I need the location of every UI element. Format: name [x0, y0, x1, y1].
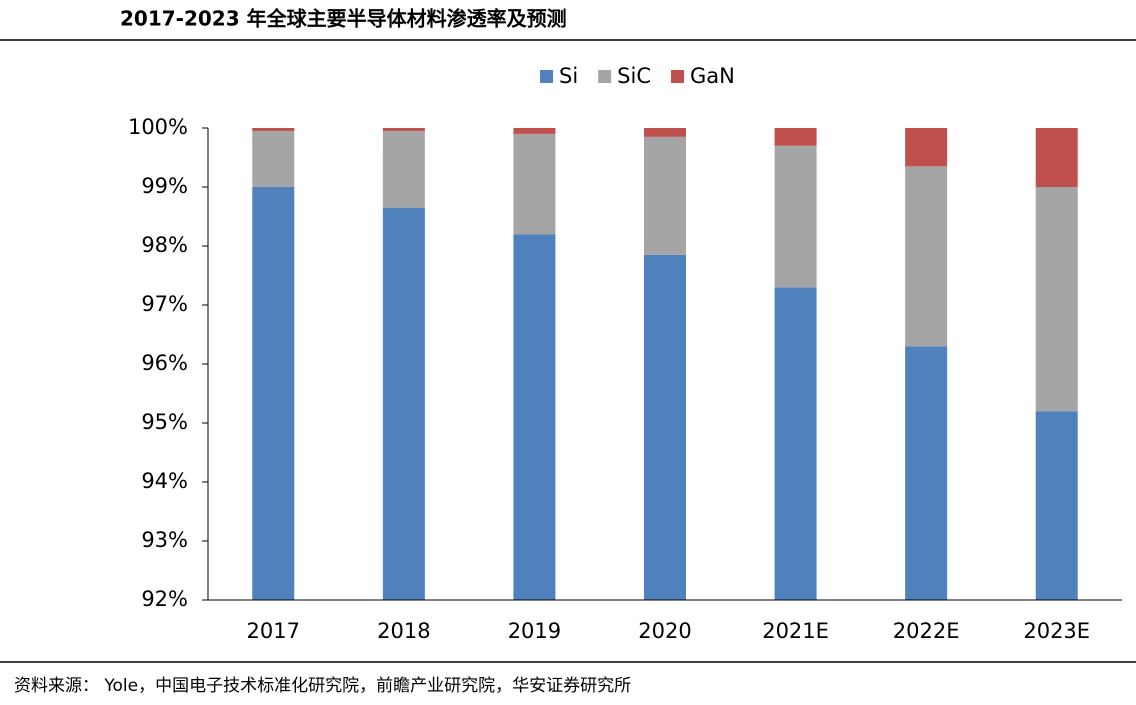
legend-swatch	[540, 70, 553, 83]
x-tick-label: 2019	[508, 619, 561, 643]
legend-swatch	[598, 70, 612, 83]
x-tick-label: 2018	[377, 619, 430, 643]
bar-segment	[774, 128, 817, 146]
legend-label: SiC	[617, 64, 651, 88]
bar-segment	[644, 136, 686, 255]
source-note: 资料来源： Yole，中国电子技术标准化研究院，前瞻产业研究院，华安证券研究所	[14, 676, 631, 696]
legend-swatch	[671, 70, 684, 83]
x-tick-label: 2022E	[893, 619, 960, 643]
bar-segment	[774, 145, 817, 288]
x-tick-label: 2017	[247, 619, 300, 643]
legend-label: GaN	[690, 64, 735, 88]
bar-segment	[1035, 128, 1078, 187]
y-tick-label: 97%	[141, 292, 188, 316]
y-tick-label: 95%	[141, 410, 188, 434]
x-tick-label: 2023E	[1023, 619, 1090, 643]
bar-segment	[513, 234, 556, 600]
bar-segment	[905, 128, 948, 167]
bar-segment	[644, 128, 686, 137]
y-tick-label: 96%	[141, 351, 188, 375]
bar-segment	[513, 128, 556, 134]
bar-segment	[382, 207, 425, 600]
chart-title: 2017-2023 年全球主要半导体材料渗透率及预测	[120, 7, 567, 31]
bar-segment	[1035, 411, 1078, 600]
y-tick-label: 98%	[141, 233, 188, 257]
bar-segment	[905, 346, 948, 600]
bar-segment	[774, 287, 817, 600]
bar-segment	[905, 166, 948, 347]
bar-segment	[252, 130, 295, 187]
bar-segment	[252, 128, 295, 131]
x-tick-label: 2021E	[762, 619, 829, 643]
y-tick-label: 99%	[141, 174, 188, 198]
y-tick-label: 94%	[141, 469, 188, 493]
legend-label: Si	[559, 64, 578, 88]
x-tick-label: 2020	[638, 619, 691, 643]
y-tick-label: 100%	[128, 115, 188, 139]
bar-segment	[1035, 187, 1078, 412]
bar-segment	[513, 133, 556, 235]
bar-segment	[382, 130, 425, 208]
bar-segment	[644, 254, 686, 600]
y-tick-label: 92%	[141, 587, 188, 611]
y-tick-label: 93%	[141, 528, 188, 552]
bar-segment	[382, 128, 425, 131]
bar-segment	[252, 187, 295, 600]
